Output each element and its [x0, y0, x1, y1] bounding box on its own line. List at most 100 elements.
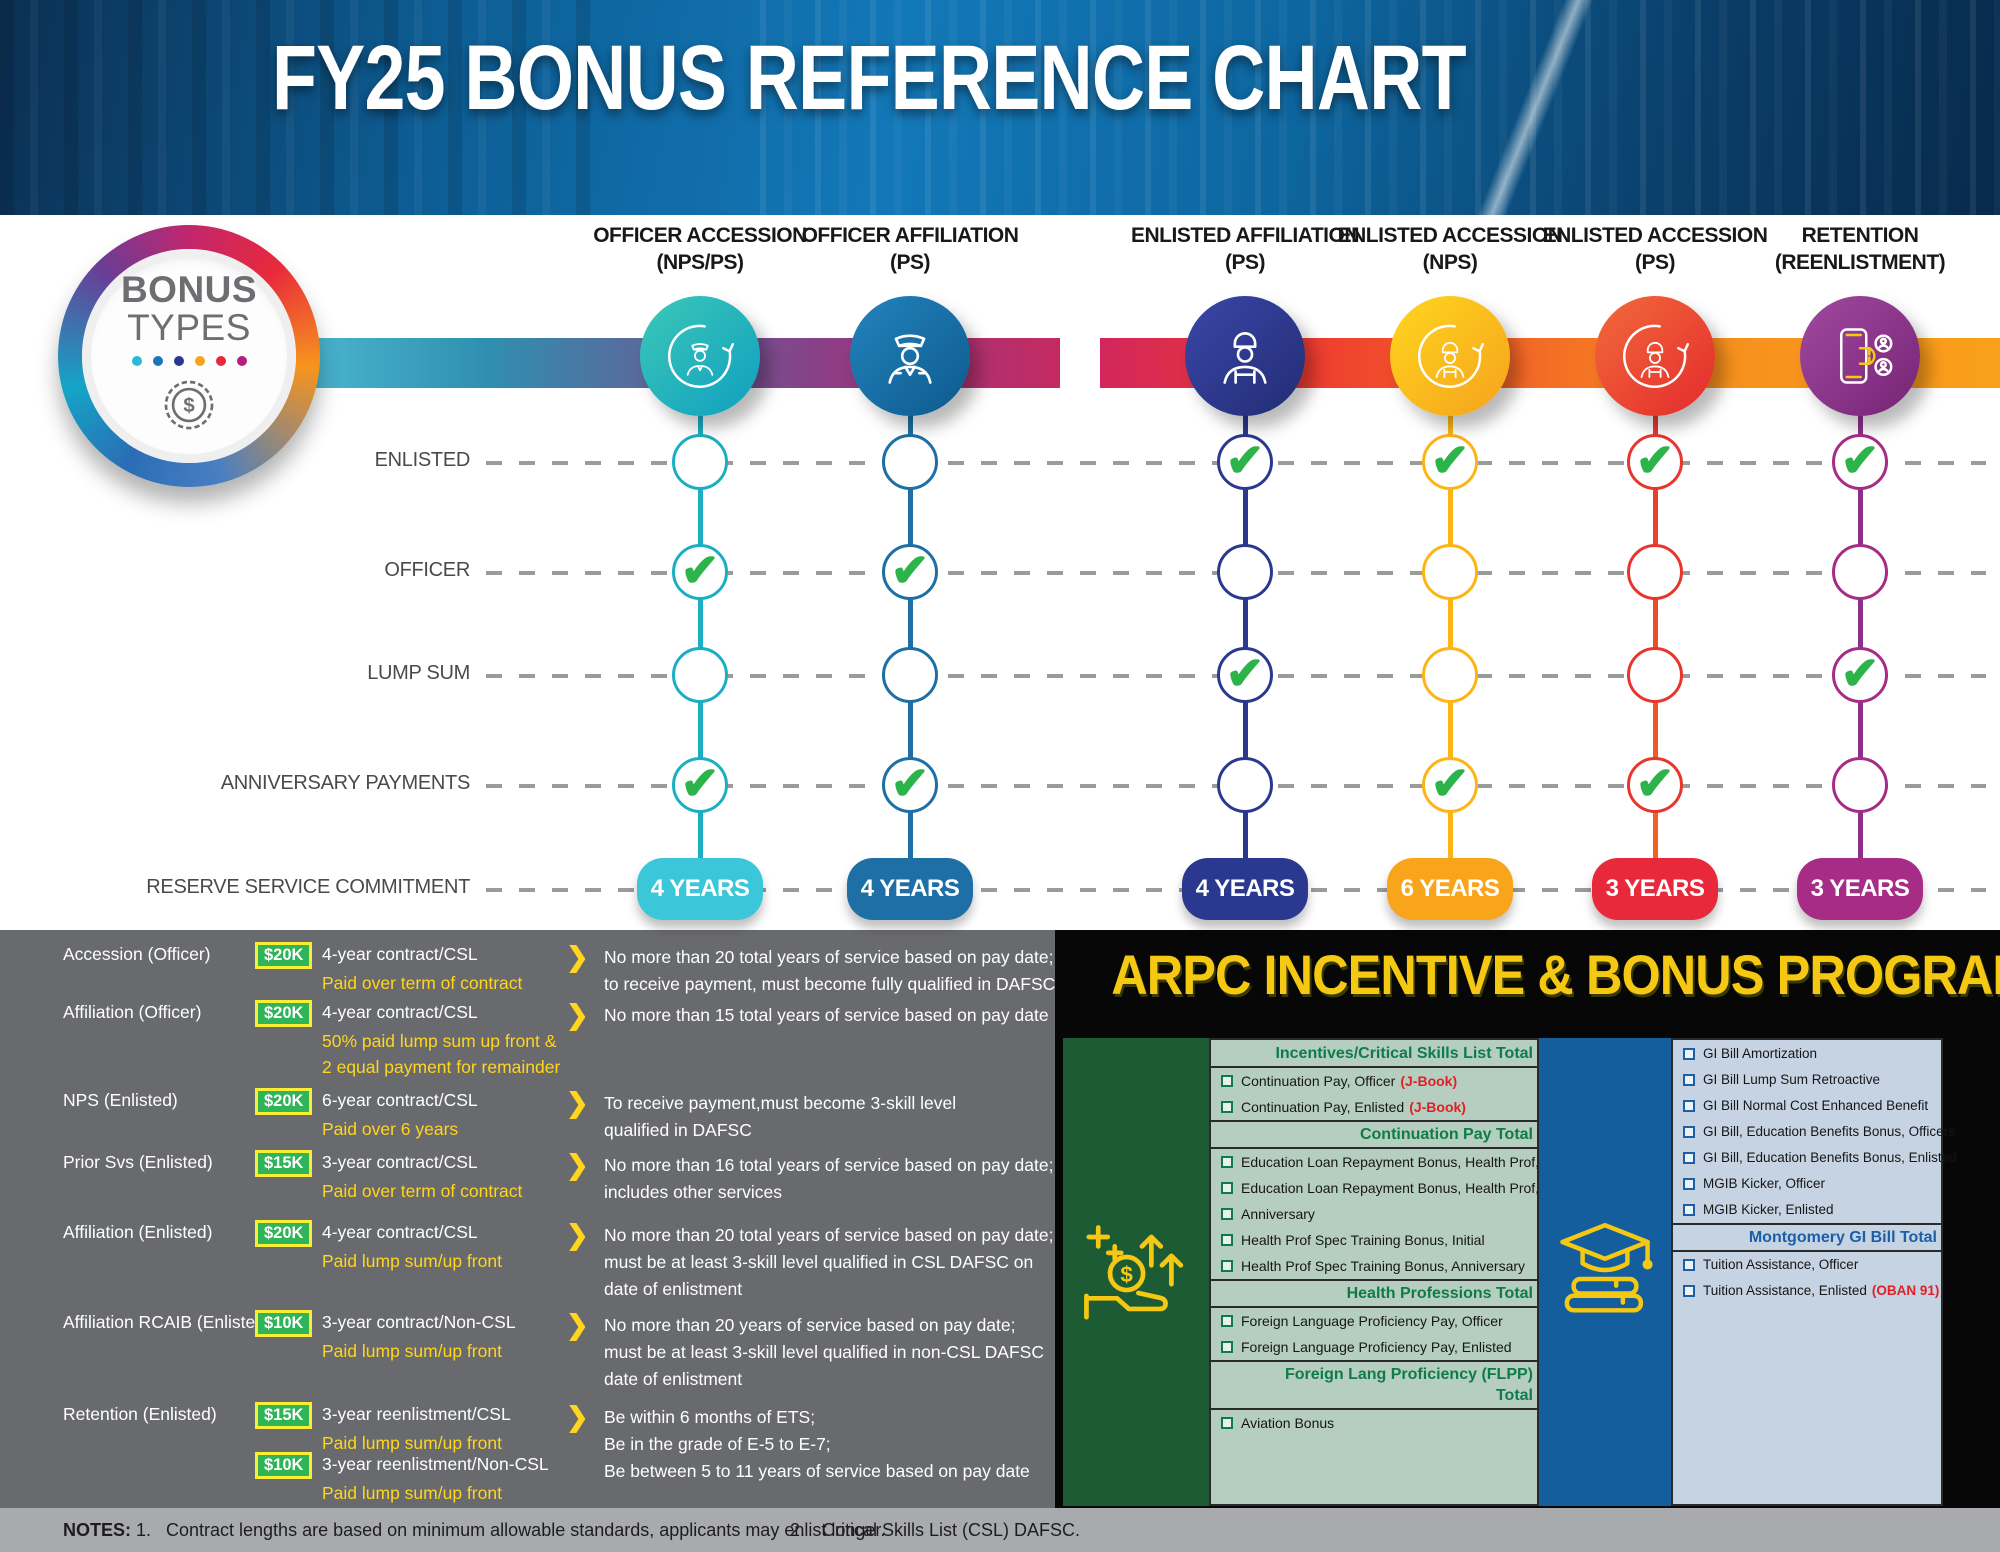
list-section-header: Montgomery GI Bill Total: [1673, 1223, 1941, 1252]
money-growth-block: $: [1063, 1038, 1209, 1506]
amount-badge: $15K: [255, 1150, 313, 1177]
list-item: Health Prof Spec Training Bonus, Anniver…: [1217, 1253, 1531, 1279]
matrix-cell: ✔: [1627, 757, 1683, 813]
matrix-cell: [1627, 544, 1683, 600]
commitment-pill: 6 YEARS: [1387, 858, 1513, 920]
education-block: [1539, 1038, 1671, 1506]
bonus-types-line1: BONUS: [120, 269, 258, 310]
list-item: Education Loan Repayment Bonus, Health P…: [1217, 1149, 1576, 1175]
education-icon: [1549, 1214, 1661, 1331]
column-header-enlisted-accession-nps: ENLISTED ACCESSION (NPS): [1337, 224, 1563, 274]
bullet-icon: [1221, 1101, 1233, 1113]
matrix-cell: ✔: [1217, 434, 1273, 490]
bullet-icon: [1683, 1048, 1695, 1060]
column-line: [1243, 408, 1248, 866]
detail-pay: Paid over 6 years: [322, 1119, 459, 1139]
notes-label: NOTES:: [63, 1520, 132, 1540]
detail-contract: 6-year contract/CSL: [322, 1090, 478, 1110]
matrix-cell: [1217, 757, 1273, 813]
matrix-cell: [882, 434, 938, 490]
detail-pay: Paid lump sum/up front: [322, 1341, 502, 1361]
retention-magnet-icon: [1800, 296, 1920, 416]
enlisted-renew-icon: [1595, 296, 1715, 416]
detail-requirements: No more than 20 total years of service b…: [604, 1225, 1054, 1299]
bonus-types-badge: BONUS TYPES $: [58, 225, 320, 487]
notes-bar: NOTES: 1. Contract lengths are based on …: [0, 1508, 2000, 1552]
list-item: Anniversary: [1217, 1201, 1531, 1227]
detail-contract: 3-year reenlistment/CSL: [322, 1404, 511, 1424]
bonus-types-line2: TYPES: [127, 307, 251, 348]
list-section-header: Continuation Pay Total: [1211, 1120, 1537, 1149]
bullet-icon: [1683, 1285, 1695, 1297]
list-item: GI Bill Lump Sum Retroactive: [1679, 1067, 1935, 1093]
detail-pay: 50% paid lump sum up front & 2 equal pay…: [322, 1031, 561, 1077]
arpc-panel-title: ARPC INCENTIVE & BONUS PROGRAMS: [1111, 943, 2000, 1006]
detail-label: Affiliation (Officer): [63, 1002, 202, 1022]
amount-badge: $10K: [255, 1310, 313, 1337]
detail-requirements: To receive payment,must become 3-skill l…: [604, 1093, 957, 1140]
note-text: Contract lengths are based on minimum al…: [166, 1520, 886, 1540]
legend-dots: [131, 356, 247, 366]
detail-contract: 3-year contract/CSL: [322, 1152, 478, 1172]
matrix-cell: [1422, 544, 1478, 600]
bullet-icon: [1221, 1075, 1233, 1087]
column-line: [698, 408, 703, 866]
matrix-cell: ✔: [1422, 757, 1478, 813]
svg-text:$: $: [1120, 1261, 1133, 1286]
bullet-icon: [1221, 1315, 1233, 1327]
matrix-cell: [1422, 647, 1478, 703]
list-item: Continuation Pay, Officer (J-Book): [1217, 1068, 1531, 1094]
bullet-icon: [1683, 1259, 1695, 1271]
list-item: GI Bill, Education Benefits Bonus, Offic…: [1679, 1119, 1955, 1145]
list-section-header: Incentives/Critical Skills List Total: [1211, 1041, 1537, 1068]
detail-label: NPS (Enlisted): [63, 1090, 178, 1110]
detail-pay: Paid lump sum/up front: [322, 1433, 502, 1453]
list-item: Education Loan Repayment Bonus, Health P…: [1217, 1175, 1539, 1201]
row-label-enlisted: ENLISTED: [374, 449, 471, 471]
row-label-lump-sum: LUMP SUM: [367, 662, 470, 684]
commitment-pill: 3 YEARS: [1797, 858, 1923, 920]
note-number: 2.: [790, 1520, 806, 1540]
note-text: Critical Skills List (CSL) DAFSC.: [822, 1520, 1081, 1540]
bullet-icon: [1683, 1204, 1695, 1216]
list-item: GI Bill Amortization: [1679, 1041, 1935, 1067]
money-seal-icon: $: [158, 374, 220, 441]
detail-label: Prior Svs (Enlisted): [63, 1152, 213, 1172]
matrix-cell: [1832, 757, 1888, 813]
list-item: Tuition Assistance, Enlisted (OBAN 91): [1679, 1278, 1939, 1304]
list-item: GI Bill, Education Benefits Bonus, Enlis…: [1679, 1145, 1957, 1171]
detail-pay: Paid over term of contract: [322, 973, 523, 993]
bullet-icon: [1683, 1178, 1695, 1190]
column-header-officer-accession: OFFICER ACCESSION (NPS/PS): [593, 224, 807, 274]
column-header-enlisted-affiliation: ENLISTED AFFILIATION (PS): [1131, 224, 1359, 274]
bullet-icon: [1683, 1100, 1695, 1112]
list-item: Foreign Language Proficiency Pay, Enlist…: [1217, 1334, 1531, 1360]
list-item: Tuition Assistance, Officer: [1679, 1252, 1935, 1278]
matrix-cell: ✔: [1832, 647, 1888, 703]
officer-icon: [850, 296, 970, 416]
svg-text:$: $: [183, 395, 195, 417]
bullet-icon: [1221, 1341, 1233, 1353]
row-label-reserve-service-commitment: RESERVE SERVICE COMMITMENT: [146, 876, 470, 898]
column-header-retention: RETENTION (REENLISTMENT): [1774, 224, 1946, 274]
note-number: 1.: [136, 1520, 152, 1540]
bullet-icon: [1221, 1208, 1233, 1220]
detail-pay: Paid over term of contract: [322, 1181, 523, 1201]
gi-bill-list: GI Bill Amortization GI Bill Lump Sum Re…: [1671, 1038, 1957, 1506]
list-item: Foreign Language Proficiency Pay, Office…: [1217, 1308, 1531, 1334]
matrix-cell: ✔: [882, 757, 938, 813]
row-label-anniversary-payments: ANNIVERSARY PAYMENTS: [220, 772, 471, 794]
detail-requirements: No more than 15 total years of service b…: [604, 1005, 1049, 1025]
matrix-cell: ✔: [1627, 434, 1683, 490]
chevron-icon: ❯: [566, 1402, 589, 1432]
officer-renew-icon: [640, 296, 760, 416]
bullet-icon: [1683, 1126, 1695, 1138]
commitment-pill: 4 YEARS: [1182, 858, 1308, 920]
city-silhouette-decoration: [0, 0, 600, 215]
detail-requirements: No more than 16 total years of service b…: [604, 1155, 1054, 1202]
list-section-header: Foreign Lang Proficiency (FLPP) Total: [1211, 1360, 1537, 1410]
detail-contract: 4-year contract/CSL: [322, 944, 478, 964]
list-section-header: Health Professions Total: [1211, 1279, 1537, 1308]
page-title: FY25 BONUS REFERENCE CHART: [272, 27, 1467, 129]
